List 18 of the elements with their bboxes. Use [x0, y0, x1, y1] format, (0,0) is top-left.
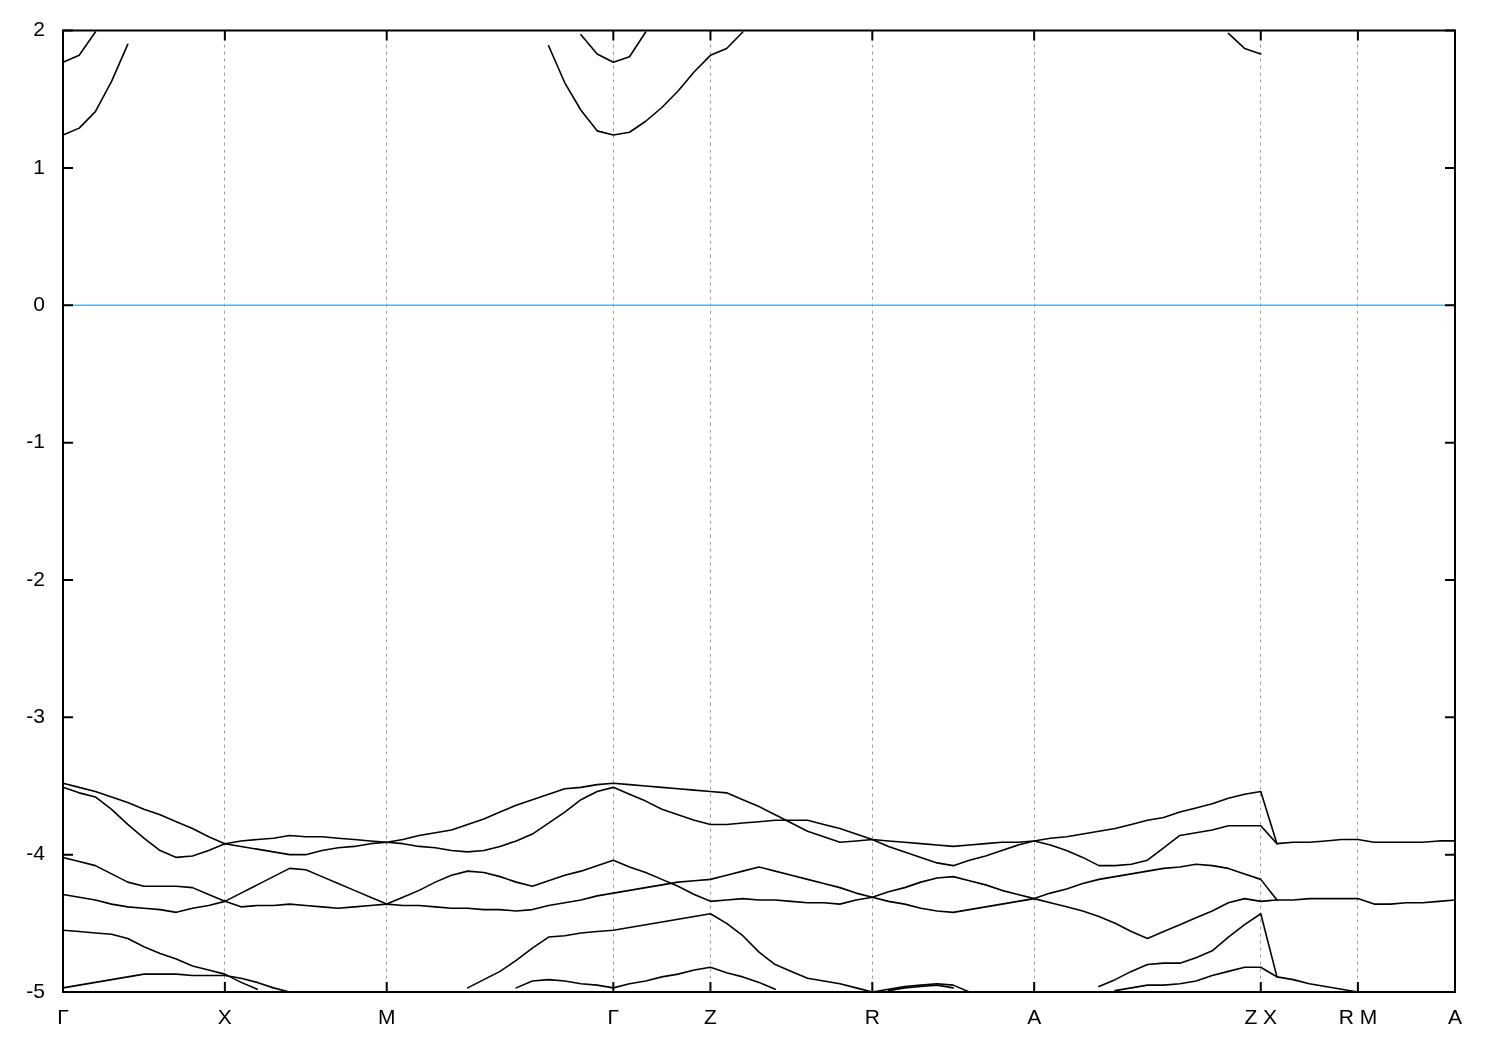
y-tick-label: -4 — [26, 841, 46, 865]
y-tick-label: 0 — [33, 292, 45, 316]
x-tick-label: R M — [1338, 1005, 1378, 1029]
x-tick-label: M — [377, 1005, 396, 1029]
y-tick-label: -1 — [26, 429, 45, 453]
x-tick-label: Γ — [607, 1005, 620, 1029]
x-tick-label: Z — [704, 1005, 718, 1029]
y-tick-label: -2 — [26, 566, 45, 590]
x-tick-label: A — [1027, 1005, 1042, 1029]
y-tick-label: 1 — [33, 154, 45, 178]
y-tick-label: 2 — [33, 17, 45, 41]
x-tick-label: Z X — [1244, 1005, 1278, 1029]
x-tick-label: R — [864, 1005, 880, 1029]
x-tick-label: X — [217, 1005, 232, 1029]
x-tick-label: Γ — [57, 1005, 69, 1029]
x-tick-label: A — [1447, 1005, 1463, 1029]
y-tick-label: -5 — [26, 978, 45, 1002]
y-tick-label: -3 — [26, 704, 45, 728]
